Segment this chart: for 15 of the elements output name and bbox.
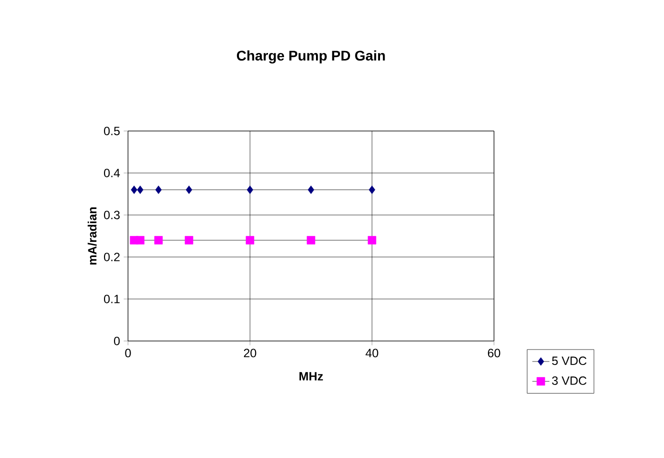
y-tick-label: 0 bbox=[114, 336, 120, 346]
y-tick-label: 0.1 bbox=[104, 294, 120, 304]
x-tick-label: 60 bbox=[488, 348, 500, 358]
x-tick-label: 40 bbox=[366, 348, 378, 358]
x-axis-title: MHz bbox=[299, 372, 323, 380]
y-tick-label: 0.3 bbox=[104, 210, 120, 220]
x-tick-label: 20 bbox=[244, 348, 256, 358]
x-tick-label: 0 bbox=[125, 348, 131, 358]
y-tick-label: 0.5 bbox=[104, 126, 120, 136]
legend-label: 5 VDC bbox=[552, 356, 586, 366]
y-tick-label: 0.4 bbox=[104, 168, 120, 178]
y-tick-label: 0.2 bbox=[104, 252, 120, 262]
chart-title: Charge Pump PD Gain bbox=[236, 50, 385, 64]
y-axis-title: mA/radian bbox=[88, 207, 97, 265]
legend-label: 3 VDC bbox=[552, 376, 586, 385]
